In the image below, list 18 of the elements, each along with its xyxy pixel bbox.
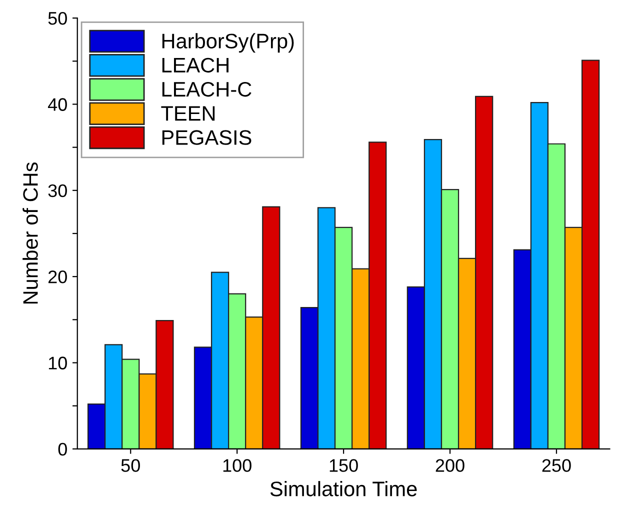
x-tick-label: 100 bbox=[223, 459, 252, 472]
y-tick-label: 40 bbox=[48, 98, 67, 111]
x-tick-label: 50 bbox=[121, 459, 140, 472]
y-tick-label: 20 bbox=[48, 270, 67, 284]
legend-label: LEACH bbox=[162, 58, 228, 73]
legend-label: TEEN bbox=[161, 106, 215, 121]
y-tick-label: 50 bbox=[48, 12, 67, 25]
legend-label: PEGASIS bbox=[162, 130, 252, 145]
legend-label: LEACH-C bbox=[162, 82, 252, 97]
x-axis-title: Simulation Time bbox=[270, 481, 417, 496]
x-tick-label: 250 bbox=[542, 459, 571, 472]
y-tick-label: 0 bbox=[58, 442, 67, 456]
legend-label: HarborSy(Prp) bbox=[162, 33, 294, 53]
y-axis-title: Number of CHs bbox=[22, 162, 38, 304]
y-tick-label: 30 bbox=[48, 184, 67, 198]
x-tick-label: 200 bbox=[436, 459, 464, 472]
x-tick-label: 150 bbox=[330, 459, 358, 472]
y-tick-label: 10 bbox=[48, 356, 67, 370]
